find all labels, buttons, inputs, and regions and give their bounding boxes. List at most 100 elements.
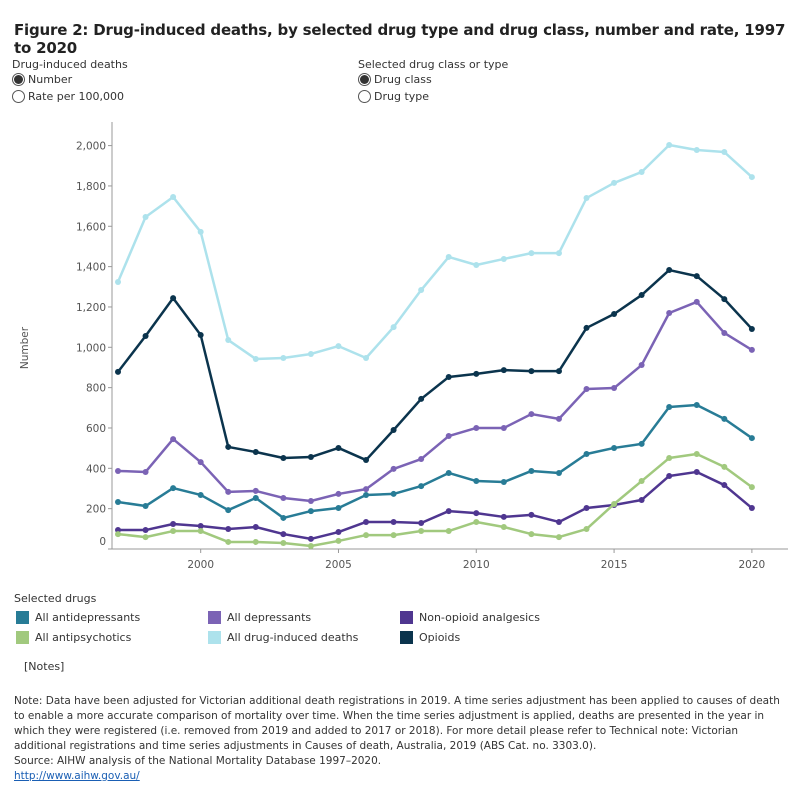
data-point[interactable] <box>280 494 287 501</box>
radio-drug-type[interactable]: Drug type <box>358 88 508 105</box>
data-point[interactable] <box>170 436 177 443</box>
data-point[interactable] <box>307 542 314 549</box>
data-point[interactable] <box>170 528 177 535</box>
data-point[interactable] <box>611 444 618 451</box>
notes-link[interactable]: [Notes] <box>24 660 65 673</box>
data-point[interactable] <box>748 346 755 353</box>
data-point[interactable] <box>666 472 673 479</box>
data-point[interactable] <box>363 486 370 493</box>
data-point[interactable] <box>473 510 480 517</box>
data-point[interactable] <box>583 324 590 331</box>
data-point[interactable] <box>721 415 728 422</box>
radio-rate[interactable]: Rate per 100,000 <box>12 88 128 105</box>
data-point[interactable] <box>555 534 562 541</box>
data-point[interactable] <box>748 435 755 442</box>
data-point[interactable] <box>721 149 728 156</box>
data-point[interactable] <box>555 518 562 525</box>
data-point[interactable] <box>363 354 370 361</box>
data-point[interactable] <box>611 179 618 186</box>
legend-item[interactable]: All drug-induced deaths <box>208 631 358 644</box>
data-point[interactable] <box>721 329 728 336</box>
radio-number[interactable]: Number <box>12 71 128 88</box>
data-point[interactable] <box>363 532 370 539</box>
data-point[interactable] <box>666 141 673 148</box>
data-point[interactable] <box>555 250 562 257</box>
data-point[interactable] <box>500 479 507 486</box>
data-point[interactable] <box>666 455 673 462</box>
data-point[interactable] <box>473 478 480 485</box>
data-point[interactable] <box>335 505 342 512</box>
data-point[interactable] <box>115 278 121 285</box>
data-point[interactable] <box>445 433 452 440</box>
data-point[interactable] <box>363 491 370 498</box>
data-point[interactable] <box>170 520 177 527</box>
legend-item[interactable]: Opioids <box>400 631 460 644</box>
radio-drug-class[interactable]: Drug class <box>358 71 508 88</box>
data-point[interactable] <box>500 524 507 531</box>
data-point[interactable] <box>528 368 535 375</box>
data-point[interactable] <box>445 528 452 535</box>
data-point[interactable] <box>335 343 342 350</box>
data-point[interactable] <box>500 513 507 520</box>
data-point[interactable] <box>528 411 535 418</box>
data-point[interactable] <box>638 440 645 447</box>
data-point[interactable] <box>528 467 535 474</box>
data-point[interactable] <box>170 194 177 201</box>
data-point[interactable] <box>693 147 700 154</box>
data-point[interactable] <box>335 490 342 497</box>
data-point[interactable] <box>197 331 204 338</box>
data-point[interactable] <box>528 250 535 257</box>
data-point[interactable] <box>335 537 342 544</box>
data-point[interactable] <box>390 324 397 331</box>
data-point[interactable] <box>363 518 370 525</box>
data-point[interactable] <box>418 519 425 526</box>
data-point[interactable] <box>638 292 645 299</box>
data-point[interactable] <box>555 415 562 422</box>
data-point[interactable] <box>721 482 728 489</box>
data-point[interactable] <box>225 507 232 514</box>
data-point[interactable] <box>225 443 232 450</box>
data-point[interactable] <box>252 355 259 362</box>
data-point[interactable] <box>555 368 562 375</box>
data-point[interactable] <box>445 373 452 380</box>
data-point[interactable] <box>473 262 480 269</box>
data-point[interactable] <box>418 483 425 490</box>
data-point[interactable] <box>307 508 314 515</box>
data-point[interactable] <box>721 463 728 470</box>
data-point[interactable] <box>583 505 590 512</box>
data-point[interactable] <box>335 529 342 536</box>
data-point[interactable] <box>307 497 314 504</box>
data-point[interactable] <box>418 456 425 463</box>
data-point[interactable] <box>280 354 287 361</box>
data-point[interactable] <box>170 485 177 492</box>
data-point[interactable] <box>252 524 259 531</box>
data-point[interactable] <box>197 491 204 498</box>
data-point[interactable] <box>555 469 562 476</box>
data-point[interactable] <box>252 494 259 501</box>
data-point[interactable] <box>693 450 700 457</box>
data-point[interactable] <box>611 311 618 318</box>
data-point[interactable] <box>638 496 645 503</box>
data-point[interactable] <box>280 514 287 521</box>
data-point[interactable] <box>500 255 507 262</box>
data-point[interactable] <box>170 295 177 302</box>
data-point[interactable] <box>445 253 452 260</box>
data-point[interactable] <box>528 511 535 518</box>
data-point[interactable] <box>115 499 121 506</box>
data-point[interactable] <box>142 534 149 541</box>
data-point[interactable] <box>583 526 590 533</box>
data-point[interactable] <box>500 424 507 431</box>
data-point[interactable] <box>390 532 397 539</box>
data-point[interactable] <box>115 531 121 538</box>
data-point[interactable] <box>473 518 480 525</box>
legend-item[interactable]: All antipsychotics <box>16 631 131 644</box>
data-point[interactable] <box>638 478 645 485</box>
data-point[interactable] <box>142 527 149 534</box>
data-point[interactable] <box>638 362 645 369</box>
data-point[interactable] <box>418 395 425 402</box>
data-point[interactable] <box>528 531 535 538</box>
data-point[interactable] <box>418 287 425 294</box>
data-point[interactable] <box>197 528 204 535</box>
data-point[interactable] <box>611 385 618 392</box>
data-point[interactable] <box>363 457 370 464</box>
